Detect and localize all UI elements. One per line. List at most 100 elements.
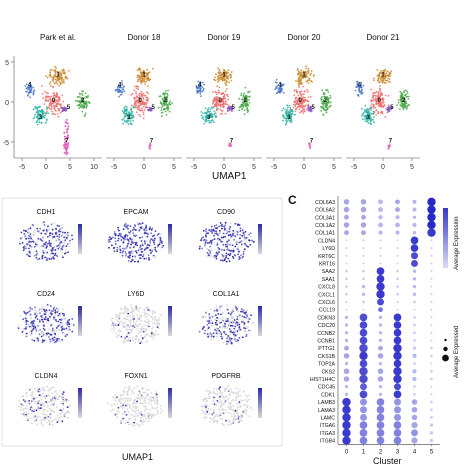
feature-point [155,250,158,253]
umap-xtick-label: -5 [111,164,117,171]
umap-point [372,96,375,98]
feature-point [140,240,143,242]
feature-point [133,250,135,253]
umap-point [127,116,130,119]
umap-point [146,91,148,94]
feature-point [60,241,63,244]
umap-point [28,82,31,85]
feature-point [19,237,22,239]
umap-point [307,72,310,74]
umap-point [214,99,217,102]
feature-point [53,316,55,319]
dotplot-dot [344,214,349,220]
umap-point [123,85,125,88]
feature-point [55,307,58,310]
dotplot-dot [360,222,367,228]
umap-point [36,109,39,112]
umap-point [143,103,146,106]
feature-point [207,253,210,256]
umap-point [321,96,323,98]
feature-point [220,235,223,237]
umap-point [277,87,279,89]
feature-point [52,249,54,251]
umap-point [298,99,300,101]
umap-point [160,106,163,109]
umap-point [166,99,168,102]
umap-point [406,108,408,110]
feature-point [41,331,44,334]
umap-point [30,86,33,89]
umap-point [29,90,32,92]
umap-point [162,98,164,101]
umap-point [381,111,383,113]
umap-point [274,88,276,91]
umap-point [144,78,146,81]
umap-point [58,96,60,98]
feature-point [132,229,134,231]
umap-point [121,118,123,121]
feature-point [35,330,38,332]
feature-point [42,317,44,319]
feature-point [24,335,27,338]
feature-point [33,231,35,234]
dotplot-dot [378,331,383,335]
umap-point [388,72,391,75]
feature-point [122,250,125,253]
umap-point [201,90,204,93]
feature-point [53,257,55,260]
feature-point [32,226,35,228]
umap-xtick-label: 0 [302,164,306,171]
umap-point [286,108,289,110]
feature-point [202,229,205,232]
umap-point [380,72,383,75]
dotplot-gene-label: CXCL6 [318,300,335,306]
feature-frame [1,197,283,447]
umap-point [243,92,246,95]
umap-point [230,79,233,82]
dotplot-dot [413,316,416,319]
feature-points [198,221,255,263]
feature-point [42,249,44,252]
feature-point [139,236,141,239]
umap-cluster-label: 7 [310,139,314,145]
umap-point [82,101,85,104]
umap-panel-title: Donor 18 [128,33,161,42]
umap-point [224,97,227,100]
feature-point [223,225,225,228]
umap-point [227,71,230,74]
feature-point [210,243,213,245]
umap-point [226,93,229,96]
umap-point [356,94,359,96]
feature-point [134,250,137,252]
feature-point [132,232,135,234]
umap-point [281,109,283,112]
feature-point [220,224,223,227]
umap-point [84,105,86,107]
umap-point [287,106,289,108]
dotplot-dot [396,300,399,303]
feature-point [61,251,64,254]
feature-point [139,223,142,226]
feature-points [17,303,75,344]
umap-point [299,105,301,108]
umap-point [146,106,149,109]
dotplot-dot [430,247,433,250]
feature-point [247,245,250,248]
umap-point [141,107,143,110]
feature-point [46,310,48,313]
umap-point [54,71,57,74]
umap-point [168,110,171,113]
feature-point [127,231,130,234]
feature-point [42,327,45,330]
umap-point [222,68,225,71]
umap-point [76,104,79,107]
feature-point [68,325,70,328]
feature-point [229,243,232,246]
feature-point [49,340,52,343]
umap-point [279,85,282,88]
dotplot-dot [378,222,383,228]
feature-point [142,253,145,256]
feature-point [33,324,35,327]
feature-point [250,235,252,238]
dotplot-dot [360,206,367,213]
